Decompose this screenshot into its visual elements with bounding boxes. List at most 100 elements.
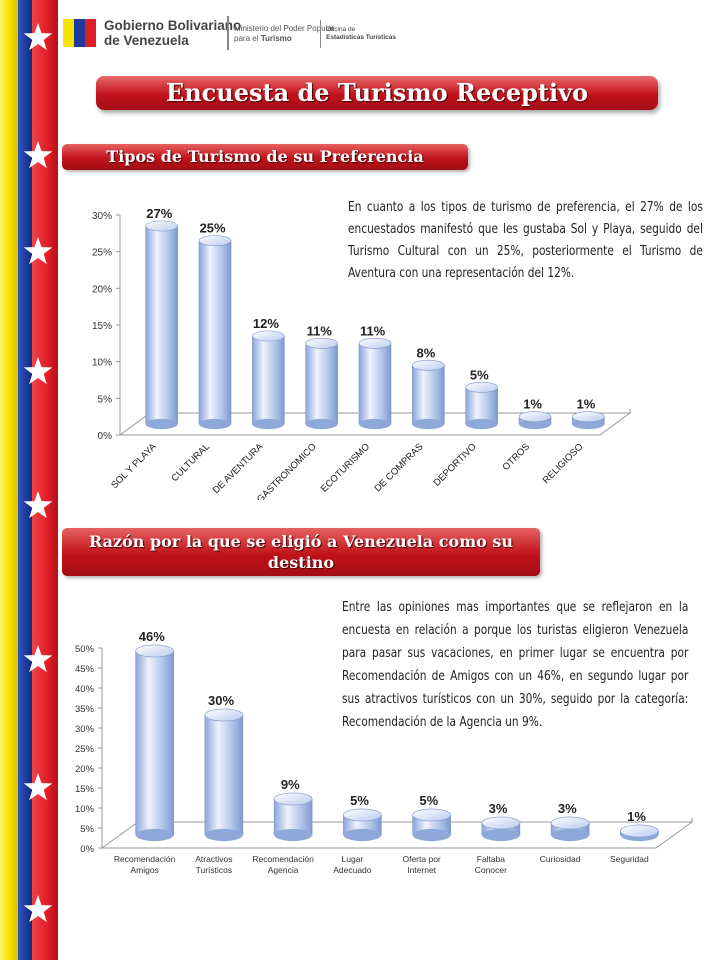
data-label: 3%: [489, 801, 508, 816]
category-label: Adecuado: [333, 865, 372, 875]
bar-base: [481, 828, 520, 842]
bar-top: [273, 792, 313, 806]
bar-base: [135, 828, 174, 842]
bar: [204, 708, 244, 842]
category-label: DEPORTIVO: [432, 441, 479, 488]
bar-body: [412, 365, 445, 425]
category-label: Seguridad: [610, 854, 649, 864]
bar-top: [518, 411, 552, 423]
bar-top: [305, 337, 338, 349]
bar: [343, 808, 382, 842]
category-label: Lugar: [342, 854, 364, 864]
logo-divider: [227, 16, 229, 50]
section1-paragraph: En cuanto a los tipos de turismo de pref…: [348, 199, 703, 281]
gov-name-line1: Gobierno Bolivariano: [104, 18, 242, 33]
data-label: 11%: [360, 323, 386, 338]
bar-base: [343, 828, 382, 842]
category-label: RELIGIOSO: [541, 441, 586, 486]
bar-base: [551, 828, 590, 842]
chart-reasons-venezuela: 0% 5% 10% 15% 20% 25% 30% 35% 40% 45% 50% 46% Recome…: [75, 629, 694, 875]
data-label: 5%: [470, 367, 489, 382]
bar: [145, 220, 178, 430]
bar-base: [305, 418, 338, 430]
bar: [198, 235, 232, 430]
bar-base: [145, 418, 178, 430]
y-tick-label: 5%: [98, 394, 113, 405]
y-tick-label: 25%: [92, 248, 112, 259]
data-label: 5%: [419, 793, 438, 808]
section1-heading: Tipos de Turismo de su Preferencia: [62, 144, 468, 170]
bar: [465, 381, 498, 430]
flag-star-icon: [23, 237, 53, 265]
flag-star-icon: [23, 645, 53, 673]
data-label: 9%: [281, 777, 300, 792]
category-label: Turísticos: [196, 865, 233, 875]
bar: [305, 337, 338, 430]
flag-star-icon: [23, 23, 53, 51]
ministry-line2-pre: para el: [234, 34, 261, 43]
bar-body: [204, 714, 244, 836]
bar-base: [274, 828, 313, 842]
category-label: Agencia: [268, 865, 299, 875]
bar: [135, 644, 174, 842]
bar-body: [252, 335, 285, 425]
bar-top: [412, 808, 451, 822]
bar-base: [199, 418, 231, 430]
section2-heading-line1: Razón por la que se eligió a Venezuela c…: [88, 532, 514, 551]
office-line1: Oficina de: [326, 26, 356, 33]
data-label: 46%: [139, 629, 165, 644]
bar: [412, 808, 451, 842]
bar-top: [252, 330, 285, 342]
y-tick-label: 10%: [92, 358, 112, 369]
category-label: Curiosidad: [540, 854, 581, 864]
chart-floor: [101, 648, 694, 849]
bar-base: [412, 828, 451, 842]
bar-body: [145, 225, 178, 425]
bar-top: [412, 359, 445, 371]
bar-top: [198, 235, 232, 247]
bar-body: [135, 650, 174, 836]
y-tick-label: 5%: [80, 824, 94, 835]
y-tick-label: 35%: [75, 704, 95, 715]
bar-top: [572, 411, 605, 423]
category-label: Conocer: [475, 865, 507, 875]
y-tick-label: 15%: [75, 784, 95, 795]
bar-base: [519, 418, 551, 430]
bar-top: [343, 808, 382, 822]
bar-body: [198, 240, 232, 425]
section2-paragraph: Entre las opiniones mas importantes que …: [342, 599, 689, 730]
office-line2: Estadísticas Turísticas: [326, 34, 396, 41]
y-tick-label: 20%: [92, 284, 112, 295]
data-label: 1%: [577, 397, 596, 412]
data-label: 1%: [523, 397, 542, 412]
category-label: CULTURAL: [169, 441, 212, 484]
flag-star-icon: [23, 773, 53, 801]
flag-stars: [23, 23, 53, 923]
data-label: 5%: [350, 793, 369, 808]
section2-heading: Razón por la que se eligió a Venezuela c…: [62, 528, 540, 576]
y-tick-label: 10%: [75, 804, 95, 815]
ministry-line2-bold: Turismo: [260, 34, 292, 43]
bar-base: [572, 418, 605, 430]
category-label: ECOTURISMO: [319, 441, 372, 494]
flag-star-icon: [23, 357, 53, 385]
y-tick-label: 45%: [75, 664, 95, 675]
y-tick-label: 15%: [92, 321, 112, 332]
bar-base: [359, 418, 391, 430]
y-tick-label: 30%: [75, 724, 95, 735]
y-tick-label: 30%: [92, 211, 112, 222]
y-tick-label: 50%: [75, 644, 95, 655]
category-label: Oferta por: [402, 854, 440, 864]
y-tick-label: 20%: [75, 764, 95, 775]
ministry-line1: Ministerio del Poder Popular: [234, 24, 335, 33]
chart-tourism-types: 0% 5% 10% 15% 20% 25% 30% 27% SOL Y PLAYA 25% CULT…: [92, 206, 632, 500]
data-label: 1%: [627, 809, 646, 824]
category-label: DE AVENTURA: [211, 441, 266, 496]
category-label: Atractivos: [195, 854, 232, 864]
bar-top: [550, 816, 590, 830]
category-label: Faltaba: [477, 854, 506, 864]
bar-top: [481, 816, 521, 830]
data-label: 25%: [200, 221, 226, 236]
bar-top: [204, 708, 244, 722]
bar-base: [412, 418, 445, 430]
